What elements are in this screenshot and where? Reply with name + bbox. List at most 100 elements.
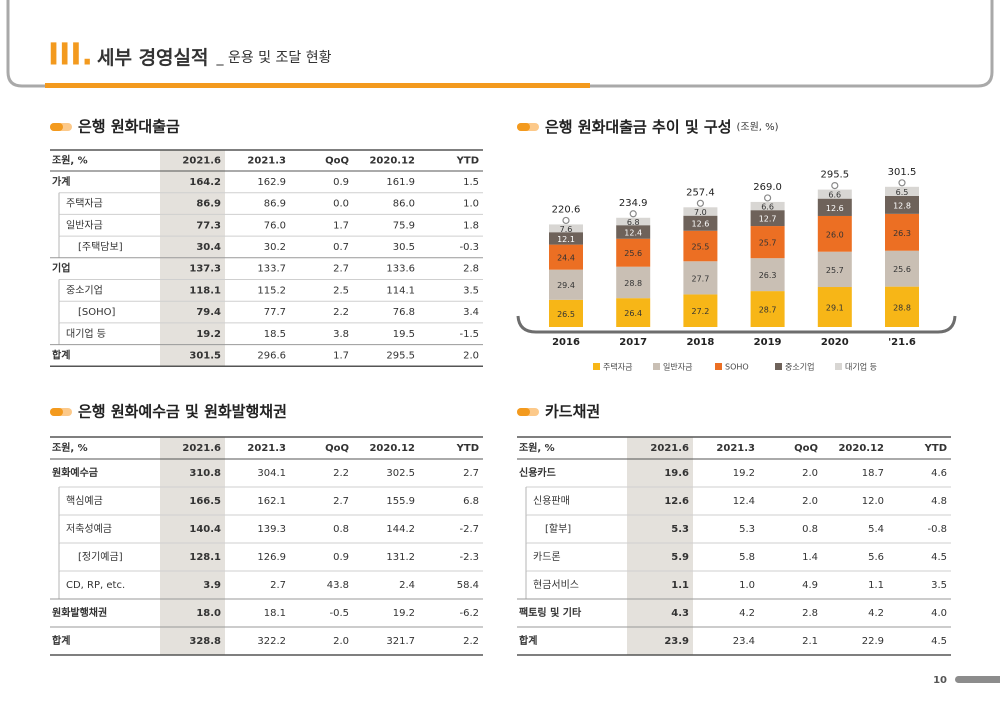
segment-label: 26.5 xyxy=(557,310,575,319)
table-cell: -6.2 xyxy=(459,608,479,619)
total-label: 269.0 xyxy=(753,182,782,193)
table-cell: 30.5 xyxy=(393,242,415,253)
table-cell: 0.8 xyxy=(802,524,818,535)
table-cell: 1.8 xyxy=(463,220,479,231)
table-cell: 2.0 xyxy=(463,350,479,361)
table-cell: 23.9 xyxy=(664,636,689,647)
table-cell: 30.2 xyxy=(264,242,286,253)
table-cell: 75.9 xyxy=(393,220,415,231)
column-header: 2021.3 xyxy=(716,443,755,454)
segment-label: 12.4 xyxy=(624,228,642,237)
table-cell: 0.0 xyxy=(333,199,349,210)
column-header: QoQ xyxy=(794,443,818,454)
table-cell: 77.3 xyxy=(196,220,221,231)
table-cell: 5.3 xyxy=(671,524,689,535)
table-cell: 2.0 xyxy=(333,636,349,647)
table-cell: 4.9 xyxy=(802,580,818,591)
segment-label: 12.8 xyxy=(893,201,911,210)
row-label: 합계 xyxy=(52,348,70,361)
table-cell: 3.5 xyxy=(463,285,479,296)
bar-segment xyxy=(549,269,583,300)
table-cell: 2.2 xyxy=(333,307,349,318)
table-cell: 1.4 xyxy=(802,552,818,563)
table-cell: 301.5 xyxy=(189,350,221,361)
chart-base xyxy=(516,315,957,334)
segment-label: 26.0 xyxy=(826,230,844,239)
x-tick-label: 2016 xyxy=(552,337,580,348)
table-cell: 1.1 xyxy=(671,580,689,591)
heading-icon xyxy=(517,408,539,416)
section-heading: 은행 원화대출금 xyxy=(78,118,180,136)
table-cell: 2.2 xyxy=(333,468,349,479)
total-marker xyxy=(763,194,772,202)
row-label: [할부] xyxy=(545,523,571,535)
bar-segment xyxy=(750,210,785,227)
legend-label: 일반자금 xyxy=(663,363,692,372)
segment-label: 28.8 xyxy=(893,303,911,312)
title: 세부 경영실적 xyxy=(97,47,209,69)
table-cell: 2.7 xyxy=(333,264,349,275)
header-bar xyxy=(45,83,590,88)
table-cell: 295.5 xyxy=(386,350,415,361)
table-cell: 77.7 xyxy=(264,307,286,318)
bar-segment xyxy=(750,258,785,292)
total-marker xyxy=(629,210,637,218)
table-cell: 6.8 xyxy=(463,496,479,507)
table-cell: 128.1 xyxy=(189,552,221,563)
bar-segment xyxy=(817,251,852,288)
bar-segment xyxy=(817,215,852,252)
table-cell: 155.9 xyxy=(386,496,415,507)
segment-label: 29.1 xyxy=(826,304,844,313)
table-cell: 1.7 xyxy=(333,220,349,231)
table-cell: 328.8 xyxy=(189,636,221,647)
chart-subtitle: (조원, %) xyxy=(737,121,779,133)
segment-label: 26.3 xyxy=(759,271,777,280)
column-header: 2020.12 xyxy=(838,443,884,454)
table-cell: -0.8 xyxy=(927,524,947,535)
table-cell: 4.0 xyxy=(931,608,947,619)
table-cell: 18.7 xyxy=(862,468,884,479)
table-cell: 2.8 xyxy=(463,264,479,275)
table-cell: 3.4 xyxy=(463,307,479,318)
table-cell: 0.7 xyxy=(333,242,349,253)
table-cell: 18.1 xyxy=(264,608,286,619)
row-label: 합계 xyxy=(519,634,537,647)
legend-swatch xyxy=(835,363,842,370)
table-cell: 296.6 xyxy=(257,350,286,361)
row-label: 일반자금 xyxy=(66,219,103,231)
table-cell: 2.4 xyxy=(399,580,415,591)
table-cell: 12.0 xyxy=(862,496,884,507)
table-cell: 19.6 xyxy=(664,468,689,479)
row-label: 현금서비스 xyxy=(533,579,579,591)
column-header: 2020.12 xyxy=(369,443,415,454)
bar-segment xyxy=(549,299,583,327)
table-cell: 0.8 xyxy=(333,524,349,535)
table-cell: 1.0 xyxy=(463,199,479,210)
chart-title: 은행 원화대출금 추이 및 구성 xyxy=(545,118,732,136)
segment-label: 25.5 xyxy=(691,243,709,252)
table-cell: 4.5 xyxy=(931,636,947,647)
bar-segment xyxy=(885,250,919,287)
total-label: 301.5 xyxy=(888,167,917,178)
highlight-column xyxy=(627,437,693,655)
bar-segment xyxy=(549,232,583,245)
segment-label: 25.7 xyxy=(759,239,777,248)
table-cell: 12.6 xyxy=(664,496,689,507)
table-cell: -1.5 xyxy=(459,329,479,340)
x-tick-label: '21.6 xyxy=(888,337,916,348)
table-cell: 43.8 xyxy=(327,580,349,591)
column-header: 조원, % xyxy=(519,441,555,454)
table-cell: 19.2 xyxy=(196,329,221,340)
segment-label: 26.3 xyxy=(893,229,911,238)
total-label: 234.9 xyxy=(619,198,648,209)
highlight-column xyxy=(160,437,225,655)
segment-label: 29.4 xyxy=(557,281,575,290)
heading-icon xyxy=(50,123,72,131)
segment-label: 12.1 xyxy=(557,235,575,244)
segment-label: 6.6 xyxy=(828,191,841,200)
row-label: [SOHO] xyxy=(78,307,116,318)
bar-segment xyxy=(549,244,583,270)
legend-label: SOHO xyxy=(725,363,749,372)
legend-swatch xyxy=(593,363,600,370)
row-label: 가계 xyxy=(52,175,70,188)
